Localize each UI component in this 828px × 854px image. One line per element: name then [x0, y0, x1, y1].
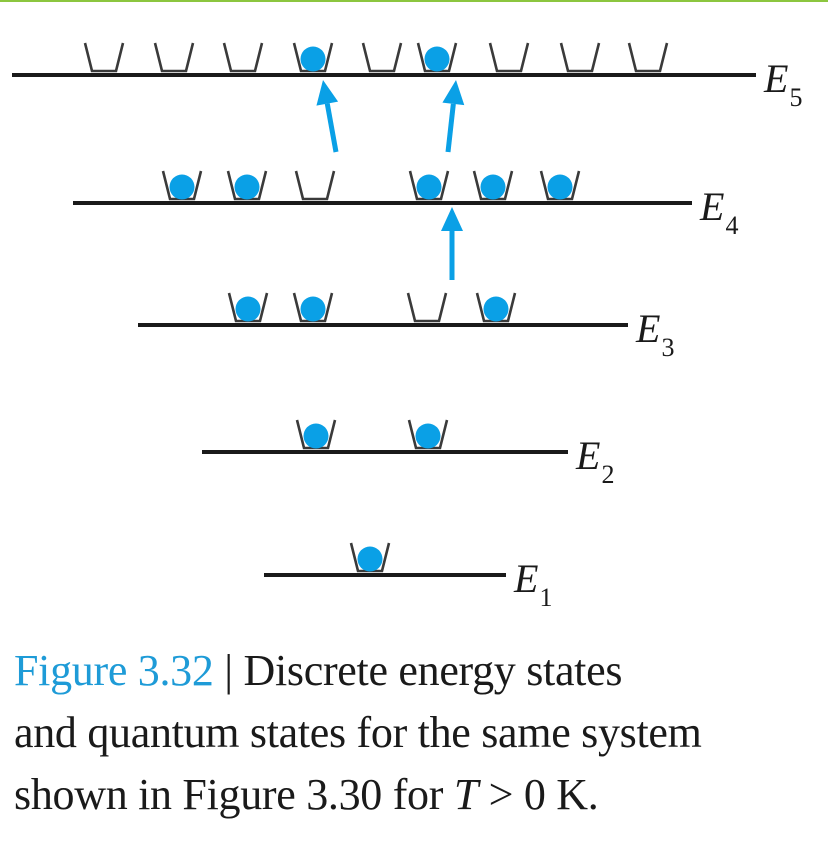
transition-arrow-e4-to-e5	[316, 80, 339, 153]
empty-state	[153, 42, 195, 73]
caption-line-1: Figure 3.32 | Discrete energy states	[14, 640, 824, 702]
transition-arrow-e3-to-e4	[441, 207, 463, 280]
transition-arrow-e4-to-e5	[442, 80, 465, 153]
electron	[416, 174, 442, 200]
occupied-state	[408, 170, 450, 201]
levels-layer: E5 E4 E3 E2 E1	[12, 42, 802, 612]
occupied-state	[227, 292, 269, 323]
temperature-variable: T	[453, 770, 478, 819]
empty-state	[488, 42, 530, 73]
electron	[303, 423, 329, 449]
empty-state	[406, 292, 448, 323]
caption-line-2: and quantum states for the same system	[14, 708, 702, 757]
electron	[415, 423, 441, 449]
electron	[357, 546, 383, 572]
caption-text-3-suffix: > 0 K.	[477, 770, 599, 819]
energy-level-diagram: E5 E4 E3 E2 E1	[12, 42, 802, 612]
top-rule	[0, 0, 828, 2]
occupied-state	[161, 170, 203, 201]
energy-level-e3: E3	[138, 292, 674, 362]
electron	[300, 46, 326, 72]
caption-line-3: shown in Figure 3.30 for T > 0 K.	[14, 764, 824, 826]
electron	[235, 296, 261, 322]
level-label-e1: E1	[513, 556, 552, 612]
energy-level-e4: E4	[73, 170, 738, 240]
level-label-e2: E2	[575, 433, 614, 489]
empty-state	[222, 42, 264, 73]
empty-state	[294, 170, 336, 201]
electron	[547, 174, 573, 200]
electron	[480, 174, 506, 200]
empty-state	[361, 42, 403, 73]
caption-text-1: Discrete energy states	[243, 646, 623, 695]
energy-level-e5: E5	[12, 42, 802, 112]
caption-text-3: shown in Figure 3.30 for	[14, 770, 454, 819]
occupied-state	[407, 419, 449, 450]
occupied-state	[295, 419, 337, 450]
energy-level-e1: E1	[264, 542, 552, 612]
level-label-e4: E4	[699, 184, 738, 240]
electron	[300, 296, 326, 322]
electron	[234, 174, 260, 200]
occupied-state	[292, 42, 334, 73]
occupied-state	[472, 170, 514, 201]
occupied-state	[226, 170, 268, 201]
energy-level-e2: E2	[202, 419, 614, 489]
level-label-e3: E3	[635, 306, 674, 362]
figure-caption: Figure 3.32 | Discrete energy states and…	[14, 640, 824, 826]
occupied-state	[475, 292, 517, 323]
empty-state	[83, 42, 125, 73]
electron	[483, 296, 509, 322]
empty-state	[627, 42, 669, 73]
empty-state	[559, 42, 601, 73]
electron	[169, 174, 195, 200]
arrows-layer	[316, 80, 465, 280]
figure-number: Figure 3.32	[14, 646, 214, 695]
occupied-state	[292, 292, 334, 323]
caption-separator: |	[213, 646, 244, 695]
electron	[424, 46, 450, 72]
level-label-e5: E5	[763, 56, 802, 112]
occupied-state	[539, 170, 581, 201]
occupied-state	[349, 542, 391, 573]
occupied-state	[416, 42, 458, 73]
